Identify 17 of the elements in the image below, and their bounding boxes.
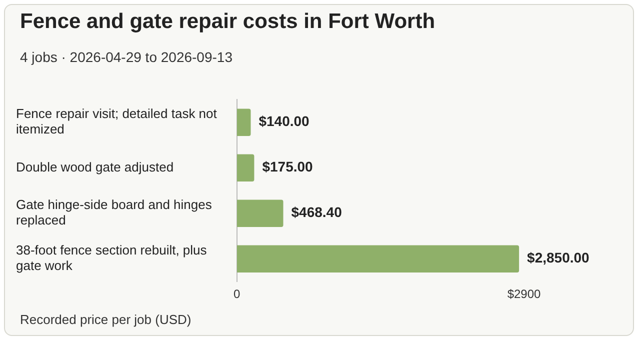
data-label: $468.40 xyxy=(291,204,342,220)
text: Recorded price per job (USD) xyxy=(20,312,192,327)
chart-title: Fence and gate repair costs in Fort Worth xyxy=(20,10,436,34)
bar xyxy=(236,245,520,272)
y-tick-label: 38-foot fence section rebuilt, plus gate work xyxy=(16,242,208,274)
bar xyxy=(236,154,254,182)
y-tick-label: Double wood gate adjusted xyxy=(16,159,174,174)
chart-subtitle: 4 jobs · 2026-04-29 to 2026-09-13 xyxy=(20,49,232,65)
bar xyxy=(236,200,284,227)
y-tick-label: Fence repair visit; detailed task not itemized xyxy=(16,106,218,137)
x-tick-label: $2900 xyxy=(507,287,542,302)
data-label: $175.00 xyxy=(262,158,314,175)
bar xyxy=(236,108,251,136)
x-tick-label: 0 xyxy=(234,287,241,302)
y-tick-label: Gate hinge-side board and hinges replaced xyxy=(16,197,212,228)
data-label: $140.00 xyxy=(258,113,310,130)
data-label: $2,850.00 xyxy=(527,250,590,266)
